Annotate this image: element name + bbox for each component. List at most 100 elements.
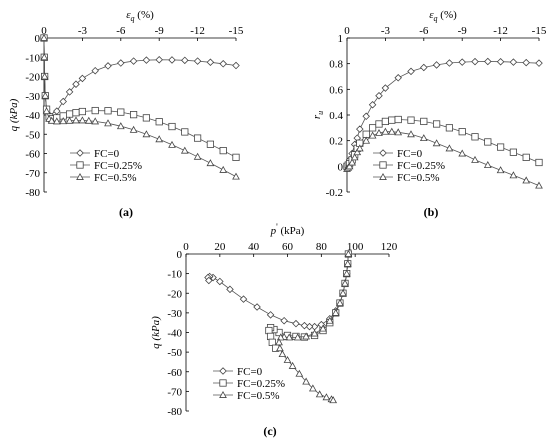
- data-point: [280, 316, 288, 325]
- data-point: [129, 57, 138, 65]
- x-tick-label: -9: [155, 25, 165, 37]
- data-point: [375, 91, 383, 100]
- series-3: [343, 127, 543, 189]
- series-2: [40, 34, 240, 161]
- series-2: [265, 250, 353, 352]
- data-point: [381, 117, 390, 126]
- data-point: [471, 155, 479, 163]
- data-point: [483, 161, 492, 169]
- data-point: [325, 316, 334, 324]
- legend-label: FC=0.25%: [397, 160, 445, 172]
- y-tick-label: -80: [25, 187, 40, 199]
- x-tick-label: 100: [347, 241, 364, 253]
- x-tick-label: 120: [381, 241, 398, 253]
- data-point: [117, 59, 125, 67]
- y-tick-label: 0.6: [329, 84, 343, 96]
- data-point: [41, 91, 50, 99]
- data-point: [117, 108, 125, 116]
- chart-panel-2: 0 -3 -6 -9 -12 -1510.80.60.40.20-0.2(b)FC=0FC…: [326, 25, 547, 219]
- data-point: [344, 249, 353, 257]
- data-point: [407, 67, 415, 76]
- legend-label: FC=0: [94, 148, 120, 160]
- data-point: [375, 120, 383, 128]
- data-point: [407, 116, 415, 124]
- data-point: [458, 128, 466, 136]
- data-point: [394, 115, 402, 124]
- y-tick-label: -30: [25, 91, 40, 103]
- y-tick-label: -10: [167, 269, 182, 281]
- data-point: [394, 128, 403, 136]
- data-point: [84, 116, 93, 124]
- data-point: [381, 84, 390, 92]
- data-point: [206, 140, 214, 148]
- data-point: [66, 110, 74, 118]
- data-point: [239, 295, 248, 303]
- data-point: [484, 138, 492, 146]
- y-axis-label: q (kPa): [8, 98, 20, 131]
- data-point: [356, 125, 364, 133]
- data-point: [104, 107, 112, 115]
- legend-label: FC=0.5%: [397, 172, 440, 184]
- data-point: [193, 134, 202, 142]
- data-point: [319, 324, 327, 332]
- data-point: [253, 303, 261, 311]
- data-point: [72, 80, 80, 88]
- data-point: [219, 165, 228, 173]
- x-tick-label: -12: [190, 25, 205, 37]
- series-1: [40, 34, 240, 121]
- data-point: [65, 88, 74, 96]
- y-tick-label: 0: [35, 33, 41, 45]
- data-point: [40, 53, 49, 61]
- x-tick-label: 0: [41, 25, 47, 37]
- data-point: [155, 118, 163, 126]
- data-point: [40, 33, 48, 41]
- series-line: [43, 37, 237, 118]
- data-point: [181, 128, 189, 136]
- data-point: [432, 139, 441, 147]
- data-point: [496, 166, 505, 174]
- legend-marker: [76, 149, 84, 157]
- data-point: [181, 56, 189, 65]
- legend-marker: [379, 172, 387, 180]
- data-point: [342, 269, 351, 277]
- data-point: [368, 131, 377, 139]
- data-point: [91, 106, 99, 115]
- series-line: [43, 37, 237, 177]
- data-point: [265, 326, 273, 335]
- data-point: [72, 109, 80, 117]
- data-point: [368, 124, 377, 132]
- data-point: [78, 74, 87, 83]
- data-point: [339, 289, 347, 297]
- data-point: [394, 74, 402, 82]
- data-point: [302, 377, 310, 385]
- legend-label: FC=0.5%: [237, 390, 280, 402]
- data-point: [268, 338, 276, 346]
- legend-label: FC=0: [237, 366, 263, 378]
- legend-marker: [219, 379, 227, 387]
- legend: FC=0FC=0.25%FC=0.5%: [213, 366, 285, 402]
- data-point: [341, 279, 349, 287]
- y-tick-label: 0: [177, 249, 183, 261]
- data-point: [471, 133, 479, 141]
- data-point: [407, 130, 415, 138]
- data-point: [180, 146, 189, 154]
- data-point: [445, 124, 454, 132]
- y-axis-label: q (kPa): [150, 316, 162, 349]
- data-point: [232, 172, 240, 180]
- data-point: [522, 153, 530, 161]
- data-point: [232, 61, 240, 70]
- data-point: [219, 147, 227, 155]
- data-point: [300, 321, 309, 330]
- x-axis-label: εq (%): [126, 9, 154, 23]
- data-point: [445, 144, 454, 152]
- data-point: [458, 149, 467, 157]
- y-tick-label: -70: [25, 168, 40, 180]
- legend: FC=0FC=0.25%FC=0.5%: [373, 148, 445, 184]
- x-tick-label: -15: [229, 25, 244, 37]
- data-point: [381, 127, 390, 135]
- data-point: [348, 158, 356, 166]
- data-point: [193, 152, 202, 160]
- y-tick-label: -70: [167, 386, 182, 398]
- data-point: [59, 117, 68, 125]
- data-point: [142, 130, 151, 138]
